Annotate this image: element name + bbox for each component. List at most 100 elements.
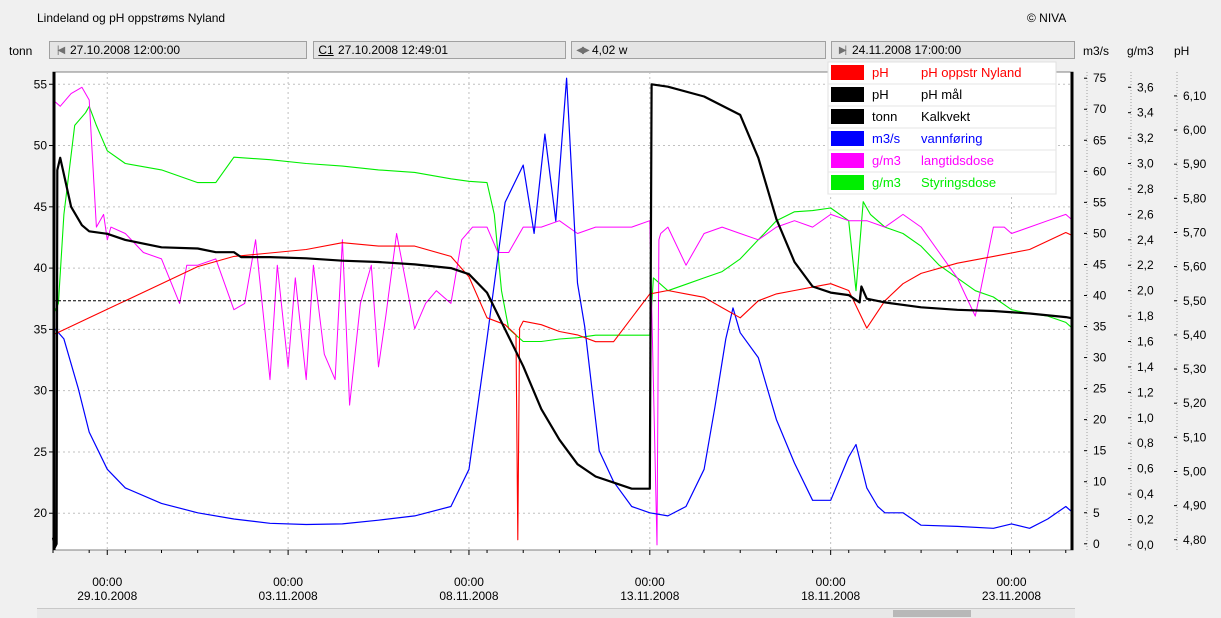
copyright-label: © NIVA — [1027, 11, 1067, 25]
y-tick-label-dose: 1,2 — [1137, 385, 1154, 399]
cursor-time-value: 27.10.2008 12:49:01 — [338, 43, 449, 57]
x-tick-label-date: 29.10.2008 — [77, 589, 137, 603]
y-tick-label-flow: 0 — [1093, 537, 1100, 551]
legend-swatch — [831, 175, 864, 190]
y-tick-label-flow: 30 — [1093, 351, 1107, 365]
y-tick-label-flow: 15 — [1093, 444, 1107, 458]
y-tick-label-flow: 5 — [1093, 506, 1100, 520]
y-tick-label-dose: 3,4 — [1137, 106, 1154, 120]
y-tick-label-tonn: 40 — [34, 261, 48, 275]
legend-unit: m3/s — [872, 131, 901, 146]
y-tick-label-dose: 1,6 — [1137, 335, 1154, 349]
y-tick-label-tonn: 55 — [34, 77, 48, 91]
legend-label: pH mål — [921, 87, 962, 102]
legend-unit: pH — [872, 87, 889, 102]
y-tick-label-flow: 50 — [1093, 226, 1107, 240]
series-line-kalkvekt — [51, 83, 1074, 549]
legend-label: langtidsdose — [921, 153, 994, 168]
width-field[interactable]: ◀▶ 4,02 w — [571, 41, 826, 59]
y-tick-label-ph: 5,70 — [1183, 225, 1207, 239]
y-tick-label-ph: 5,00 — [1183, 464, 1207, 478]
y-tick-label-dose: 3,2 — [1137, 131, 1154, 145]
y-tick-label-dose: 2,2 — [1137, 258, 1154, 272]
y-tick-label-ph: 5,40 — [1183, 328, 1207, 342]
start-time-value: 27.10.2008 12:00:00 — [70, 43, 181, 57]
cursor-time-field[interactable]: C1 27.10.2008 12:49:01 — [313, 41, 566, 59]
y-tick-label-flow: 45 — [1093, 257, 1107, 271]
y-tick-label-ph: 5,50 — [1183, 294, 1207, 308]
y-tick-label-dose: 1,4 — [1137, 360, 1154, 374]
y-tick-label-tonn: 35 — [34, 322, 48, 336]
y-tick-label-ph: 5,20 — [1183, 396, 1207, 410]
y-tick-label-flow: 60 — [1093, 164, 1107, 178]
x-tick-label-time: 00:00 — [273, 575, 303, 589]
y-tick-label-ph: 5,80 — [1183, 191, 1207, 205]
unit-label-ph: pH — [1174, 44, 1190, 58]
y-tick-label-ph: 5,90 — [1183, 157, 1207, 171]
y-tick-label-ph: 5,60 — [1183, 260, 1207, 274]
y-tick-label-tonn: 25 — [34, 445, 48, 459]
x-tick-label-time: 00:00 — [454, 575, 484, 589]
start-time-field[interactable]: |◀ 27.10.2008 12:00:00 — [49, 41, 307, 59]
time-scrollbar[interactable] — [37, 608, 1075, 618]
x-tick-label-date: 03.11.2008 — [259, 589, 318, 603]
y-tick-label-dose: 3,0 — [1137, 157, 1154, 171]
legend-swatch — [831, 65, 864, 80]
y-tick-label-dose: 1,8 — [1137, 309, 1154, 323]
y-tick-label-ph: 4,80 — [1183, 533, 1207, 547]
y-tick-label-dose: 0,6 — [1137, 462, 1154, 476]
y-tick-label-flow: 75 — [1093, 71, 1107, 85]
y-tick-label-flow: 35 — [1093, 320, 1107, 334]
y-tick-label-flow: 65 — [1093, 133, 1107, 147]
y-tick-label-dose: 0,0 — [1137, 538, 1154, 552]
y-tick-label-dose: 2,0 — [1137, 284, 1154, 298]
x-tick-label-time: 00:00 — [996, 575, 1026, 589]
x-tick-label-time: 00:00 — [816, 575, 846, 589]
unit-label-dose: g/m3 — [1127, 44, 1154, 58]
unit-label-left: tonn — [9, 44, 33, 58]
y-tick-label-ph: 4,90 — [1183, 499, 1207, 513]
x-tick-label-date: 13.11.2008 — [620, 589, 679, 603]
y-tick-label-dose: 2,6 — [1137, 207, 1154, 221]
series-line-vannf-ring — [52, 77, 1074, 529]
end-time-field[interactable]: ▶| 24.11.2008 17:00:00 — [831, 41, 1075, 59]
y-tick-label-dose: 0,4 — [1137, 487, 1154, 501]
y-tick-label-flow: 55 — [1093, 195, 1107, 209]
width-value: 4,02 w — [592, 43, 628, 57]
y-tick-label-flow: 70 — [1093, 102, 1107, 116]
resize-arrows-icon[interactable]: ◀▶ — [576, 44, 589, 56]
legend-label: Styringsdose — [921, 175, 996, 190]
x-tick-label-date: 08.11.2008 — [439, 589, 498, 603]
chart-title: Lindeland og pH oppstrøms Nyland — [37, 11, 226, 25]
x-tick-label-time: 00:00 — [92, 575, 122, 589]
end-time-value: 24.11.2008 17:00:00 — [852, 43, 962, 57]
y-tick-label-dose: 2,4 — [1137, 233, 1154, 247]
series-line-ph-oppstr-nyland — [52, 231, 1074, 541]
y-tick-label-ph: 6,00 — [1183, 123, 1207, 137]
x-tick-label-time: 00:00 — [635, 575, 665, 589]
legend-swatch — [831, 131, 864, 146]
legend-unit: tonn — [872, 109, 897, 124]
y-tick-label-dose: 0,8 — [1137, 436, 1154, 450]
unit-label-flow: m3/s — [1083, 44, 1110, 58]
cursor-c1-button[interactable]: C1 — [318, 43, 334, 57]
y-tick-label-tonn: 20 — [34, 506, 48, 520]
y-tick-label-flow: 20 — [1093, 413, 1107, 427]
x-tick-label-date: 18.11.2008 — [801, 589, 860, 603]
y-tick-label-dose: 3,6 — [1137, 80, 1154, 94]
legend-unit: g/m3 — [872, 175, 901, 190]
legend-unit: g/m3 — [872, 153, 901, 168]
legend-label: Kalkvekt — [921, 109, 971, 124]
skip-end-icon[interactable]: ▶| — [838, 44, 847, 56]
x-tick-label-date: 23.11.2008 — [982, 589, 1041, 603]
y-tick-label-tonn: 50 — [34, 139, 48, 153]
y-tick-label-dose: 0,2 — [1137, 512, 1154, 526]
y-tick-label-ph: 5,10 — [1183, 430, 1207, 444]
y-tick-label-flow: 10 — [1093, 475, 1107, 489]
y-tick-label-dose: 1,0 — [1137, 411, 1154, 425]
legend-swatch — [831, 109, 864, 124]
y-tick-label-flow: 40 — [1093, 288, 1107, 302]
skip-start-icon[interactable]: |◀ — [56, 44, 65, 56]
time-scrollbar-thumb[interactable] — [893, 610, 971, 617]
